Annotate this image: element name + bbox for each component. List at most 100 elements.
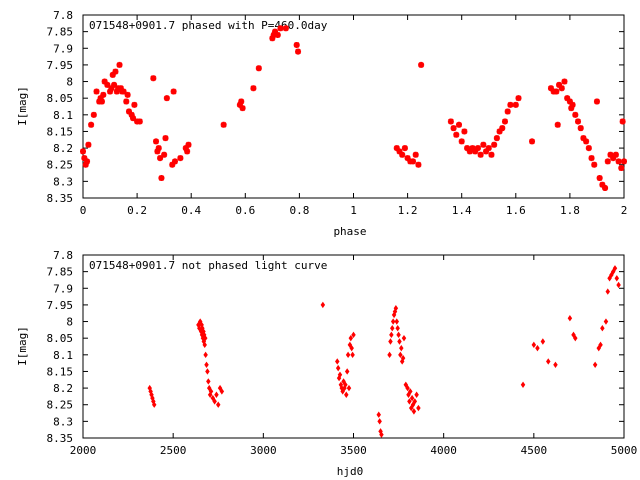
x-tick-label: 0.6 [235, 204, 255, 217]
data-point [123, 98, 130, 105]
x-tick-label: 4000 [430, 444, 457, 457]
y-tick-label: 8.35 [47, 192, 74, 205]
data-point [93, 88, 100, 95]
data-point [206, 378, 211, 385]
data-point [571, 331, 576, 339]
data-point [116, 61, 123, 68]
data-point [101, 78, 108, 85]
data-point [409, 394, 415, 402]
data-point [98, 98, 105, 105]
data-point [320, 301, 326, 309]
data-point [204, 361, 209, 368]
data-point [238, 98, 245, 105]
data-point [607, 275, 612, 282]
y-tick-label: 8.25 [47, 399, 74, 412]
data-point [405, 384, 410, 392]
x-tick-label: 1.6 [506, 204, 526, 217]
data-point [531, 341, 537, 349]
data-point [203, 351, 208, 359]
y-tick-label: 7.95 [47, 299, 74, 312]
data-point [111, 81, 118, 88]
chart-title: 071548+0901.7 phased with P=460.0day [89, 19, 328, 32]
y-tick-label: 8 [66, 76, 73, 89]
data-point [609, 271, 614, 279]
data-point [107, 88, 114, 95]
y-tick-label: 8.2 [53, 382, 73, 395]
data-point [150, 75, 157, 82]
x-tick-label: 0.4 [181, 204, 201, 217]
data-point [592, 361, 598, 368]
data-point [131, 101, 138, 108]
x-tick-label: 3500 [340, 444, 367, 457]
data-point [182, 145, 189, 152]
data-point [351, 331, 356, 339]
data-point [109, 71, 116, 78]
data-point [398, 351, 403, 359]
data-point [250, 85, 257, 92]
y-tick-label: 8.1 [53, 109, 73, 122]
data-point [603, 318, 609, 325]
y-tick-label: 8.25 [47, 159, 74, 172]
data-point [583, 138, 590, 145]
data-point [612, 265, 618, 272]
data-point [596, 175, 603, 182]
data-point [407, 398, 412, 405]
data-point [610, 268, 616, 275]
y-tick-label: 8.05 [47, 92, 74, 105]
data-point [610, 155, 617, 162]
y-tick-label: 8 [66, 316, 73, 329]
data-point [593, 98, 600, 105]
data-point [401, 145, 408, 152]
y-tick-label: 8.3 [53, 175, 73, 188]
data-points [80, 25, 627, 192]
data-point [496, 128, 503, 135]
data-point [335, 358, 340, 365]
data-point [184, 148, 191, 155]
data-point [344, 391, 349, 398]
y-tick-label: 8.15 [47, 365, 74, 378]
x-tick-label: 1.2 [398, 204, 418, 217]
data-point [577, 125, 584, 132]
data-point [480, 141, 487, 148]
data-point [214, 391, 219, 398]
data-point [269, 35, 276, 42]
data-point [599, 181, 606, 188]
data-point [82, 161, 89, 168]
x-tick-label: 2 [621, 204, 628, 217]
data-point [411, 408, 417, 415]
data-point [485, 145, 492, 152]
data-point [464, 145, 471, 152]
data-point [401, 334, 407, 342]
data-point [547, 85, 554, 92]
data-point [212, 398, 217, 405]
data-point [117, 85, 124, 92]
data-point [604, 158, 611, 165]
x-axis-ticks: 2000 2500 3000 3500 4000 4500 5000 [70, 255, 637, 457]
data-point [602, 185, 609, 192]
data-point [573, 334, 578, 342]
data-point [216, 401, 221, 408]
data-point [580, 135, 587, 142]
data-point [493, 135, 500, 142]
data-point [171, 158, 178, 165]
data-point [155, 145, 162, 152]
data-point [272, 28, 279, 35]
data-point [170, 88, 177, 95]
phased-light-curve-panel: 071548+0901.7 phased with P=460.0day pha… [16, 9, 627, 238]
data-point [85, 141, 92, 148]
data-point [399, 151, 406, 158]
data-point [598, 341, 603, 349]
data-point [556, 81, 563, 88]
data-point [406, 391, 411, 398]
y-tick-label: 7.9 [53, 282, 73, 295]
plot-frame [82, 254, 625, 439]
data-point [104, 81, 111, 88]
data-point [219, 388, 225, 395]
data-point [412, 151, 419, 158]
data-point [561, 78, 568, 85]
data-point [295, 48, 302, 55]
data-point [605, 288, 611, 295]
y-tick-label: 7.85 [47, 26, 74, 39]
data-point [169, 161, 176, 168]
